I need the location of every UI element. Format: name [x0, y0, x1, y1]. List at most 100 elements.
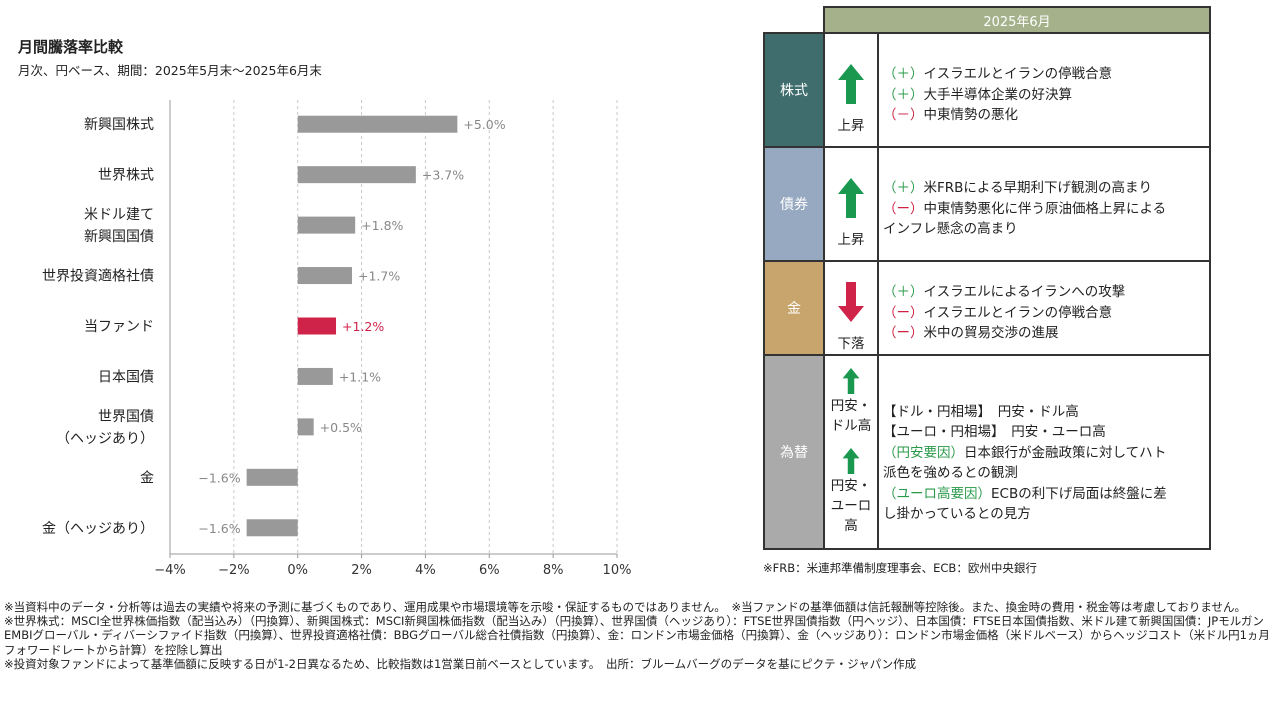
- description-text: 米中の貿易交渉の進展: [923, 325, 1059, 342]
- data-label: +3.7%: [422, 168, 464, 183]
- category-label: 新興国国債: [84, 229, 154, 245]
- bar: [297, 166, 416, 184]
- arrow-up-icon: [842, 368, 860, 394]
- description-text: し掛かっているとの見方: [883, 506, 1031, 522]
- direction-label: 円安・ユーロ高: [830, 478, 872, 534]
- sign-tag: （＋）: [883, 86, 924, 103]
- description-line: 派色を強めるとの観測: [883, 463, 1205, 484]
- category-label: （ヘッジあり）: [56, 431, 154, 447]
- chart-title: 月間騰落率比較: [18, 38, 124, 56]
- bar: [297, 367, 333, 385]
- direction-label: 上昇: [837, 118, 865, 134]
- sign-tag: （＋）: [883, 180, 924, 197]
- x-tick-label: 0%: [287, 563, 308, 578]
- category-label: 日本国債: [98, 369, 154, 385]
- data-label: +5.0%: [463, 117, 505, 132]
- asset-category-cell: 債券: [763, 146, 825, 262]
- description-text: 【ドル・円相場】 円安・ドル高: [883, 403, 1079, 420]
- description-text: 派色を強めるとの観測: [883, 465, 1018, 481]
- description-line: （ー）中東情勢悪化に伴う原油価格上昇による: [883, 199, 1205, 220]
- sign-tag: （ー）: [883, 325, 924, 342]
- x-tick-label: −2%: [218, 563, 250, 578]
- description-text: 中東情勢悪化に伴う原油価格上昇による: [923, 200, 1167, 217]
- direction-block: 上昇: [825, 158, 877, 250]
- sign-tag: （ユーロ高要因）: [883, 485, 991, 502]
- description-cell: （＋）イスラエルによるイランへの攻撃 （ー）イスラエルとイランの停戦合意 （ー）米中…: [877, 260, 1211, 356]
- arrow-up-icon: [838, 178, 864, 218]
- description-line: 【ユーロ・円相場】 円安・ユーロ高: [883, 422, 1205, 443]
- direction-cell: 下落: [823, 260, 879, 356]
- bar: [297, 317, 337, 335]
- category-label: 当ファンド: [84, 319, 154, 335]
- bar: [297, 115, 458, 133]
- category-label: 金: [140, 470, 154, 486]
- table-corner: [764, 7, 824, 33]
- direction-block: 下落: [825, 262, 877, 354]
- bar: [297, 216, 356, 234]
- arrow-up-icon: [838, 64, 864, 104]
- x-tick-label: 8%: [543, 563, 564, 578]
- description-cell: （＋）米FRBによる早期利下げ観測の高まり （ー）中東情勢悪化に伴う原油価格上昇に…: [877, 146, 1211, 262]
- direction-label: 下落: [837, 336, 865, 352]
- direction-label: 上昇: [837, 232, 865, 248]
- data-label: +0.5%: [320, 420, 362, 435]
- footer-notes: ※当資料中のデータ・分析等は過去の実績や将来の予測に基づくものであり、運用成果や…: [4, 600, 1276, 671]
- sign-tag: （＋）: [883, 284, 924, 301]
- table-header-row: 2025年6月: [764, 6, 1211, 34]
- direction-block: 上昇: [825, 44, 877, 136]
- description-cell: 【ドル・円相場】 円安・ドル高【ユーロ・円相場】 円安・ユーロ高 （円安要因）日本…: [877, 354, 1211, 550]
- description-line: （ー）イスラエルとイランの停戦合意: [883, 303, 1205, 324]
- table-row: 株式 上昇 （＋）イスラエルとイランの停戦合意 （＋）大手半導体企業の好決算 （－）中東…: [763, 32, 1211, 148]
- sign-tag: （ー）: [883, 200, 924, 217]
- sign-tag: （＋）: [883, 66, 924, 83]
- data-label: −1.6%: [198, 521, 240, 536]
- sign-tag: （円安要因）: [883, 444, 964, 461]
- category-label: 世界国債: [98, 409, 154, 425]
- direction-cell: 上昇: [823, 32, 879, 148]
- x-tick-label: 10%: [603, 563, 632, 578]
- x-tick-label: 6%: [479, 563, 500, 578]
- direction-cell: 上昇: [823, 146, 879, 262]
- category-label: 世界投資適格社債: [42, 268, 154, 285]
- description-text: 大手半導体企業の好決算: [923, 86, 1073, 103]
- data-label: −1.6%: [198, 470, 240, 485]
- description-text: 米FRBによる早期利下げ観測の高まり: [923, 180, 1153, 197]
- table-header: 2025年6月: [823, 6, 1211, 34]
- description-text: ECBの利下げ局面は終盤に差: [991, 485, 1167, 502]
- x-tick-label: 2%: [351, 563, 372, 578]
- bar: [297, 418, 314, 436]
- asset-category-cell: 金: [763, 260, 825, 356]
- category-label: 米ドル建て: [84, 207, 154, 223]
- market-summary-table: 2025年6月 株式 上昇 （＋）イスラエルとイランの停戦合意 （＋）大手半導体企業の好…: [763, 6, 1211, 550]
- chart-subtitle: 月次、円ベース、期間：2025年5月末～2025年6月末: [18, 63, 322, 78]
- description-line: （ユーロ高要因）ECBの利下げ局面は終盤に差: [883, 484, 1205, 505]
- description-cell: （＋）イスラエルとイランの停戦合意 （＋）大手半導体企業の好決算 （－）中東情勢の悪…: [877, 32, 1211, 148]
- description-text: イスラエルとイランの停戦合意: [923, 66, 1113, 83]
- category-label: 金（ヘッジあり）: [42, 521, 154, 537]
- description-text: 中東情勢の悪化: [923, 107, 1019, 124]
- direction-label: 円安・ドル高: [830, 398, 872, 434]
- description-line: （ー）米中の貿易交渉の進展: [883, 323, 1205, 344]
- description-text: イスラエルとイランの停戦合意: [923, 304, 1113, 321]
- x-tick-label: 4%: [415, 563, 436, 578]
- data-label: +1.2%: [342, 319, 384, 334]
- description-line: （＋）大手半導体企業の好決算: [883, 85, 1205, 106]
- description-text: 日本銀行が金融政策に対してハト: [964, 444, 1167, 461]
- bar: [246, 519, 298, 537]
- description-line: （－）中東情勢の悪化: [883, 105, 1205, 126]
- arrow-down-icon: [838, 282, 864, 322]
- bar: [297, 267, 352, 285]
- sign-tag: （ー）: [883, 304, 924, 321]
- x-tick-label: −4%: [154, 563, 186, 578]
- description-line: （＋）イスラエルによるイランへの攻撃: [883, 282, 1205, 303]
- description-line: （＋）イスラエルとイランの停戦合意: [883, 64, 1205, 85]
- footer-line: ※投資対象ファンドによって基準価額に反映する日が1-2日異なるため、比較指数は1…: [4, 656, 917, 671]
- description-line: し掛かっているとの見方: [883, 504, 1205, 525]
- category-label: 新興国株式: [84, 117, 154, 133]
- direction-cell: 円安・ドル高円安・ユーロ高: [823, 354, 879, 550]
- direction-block: 円安・ユーロ高: [825, 442, 877, 542]
- table-row: 金下落 （＋）イスラエルによるイランへの攻撃 （ー）イスラエルとイランの停戦合意 （ー…: [763, 260, 1211, 356]
- asset-category-cell: 株式: [763, 32, 825, 148]
- arrow-up-icon: [842, 448, 860, 474]
- bar-chart: −4% −2% 0% 2% 4% 6% 8% 10% +5.0% 新興国株式 +3.7% 世界株式 +1…: [42, 100, 632, 578]
